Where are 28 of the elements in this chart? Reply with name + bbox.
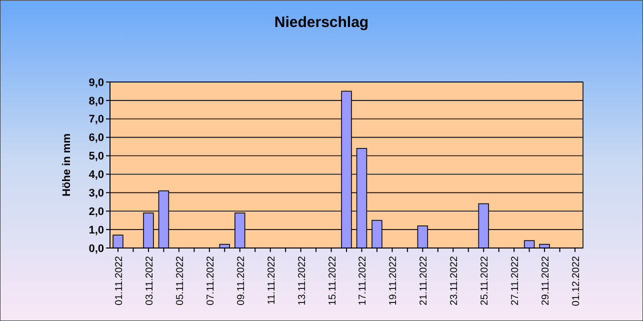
y-tick-label: 5,0	[88, 150, 104, 163]
x-tick-label: 29.11.2022	[540, 256, 552, 306]
x-tick-label: 13.11.2022	[296, 256, 308, 306]
y-tick-label: 8,0	[88, 95, 104, 108]
x-tick-label: 01.11.2022	[114, 256, 125, 306]
x-tick-label: 07.11.2022	[205, 256, 216, 306]
y-tick-label: 2,0	[88, 206, 104, 218]
chart-title: Niederschlag	[274, 14, 369, 31]
y-tick-label: 0,0	[88, 242, 104, 255]
x-tick-label: 15.11.2022	[327, 256, 338, 306]
x-tick-label: 17.11.2022	[358, 256, 369, 306]
x-tick-label: 25.11.2022	[480, 256, 491, 306]
y-axis-title: Höhe in mm	[61, 133, 73, 196]
x-tick-label: 03.11.2022	[144, 256, 156, 306]
x-tick-label: 01.12.2022	[571, 256, 582, 306]
y-tick-label: 4,0	[88, 169, 104, 182]
x-tick-label: 21.11.2022	[418, 256, 430, 306]
y-tick-label: 3,0	[88, 188, 104, 200]
x-tick-label: 23.11.2022	[449, 256, 460, 306]
y-tick-label: 9,0	[88, 76, 104, 89]
x-tick-label: 27.11.2022	[510, 256, 522, 306]
y-tick-label: 6,0	[88, 132, 104, 144]
y-tick-label: 7,0	[88, 114, 104, 126]
x-tick-label: 05.11.2022	[174, 256, 186, 306]
x-tick-label: 19.11.2022	[388, 256, 400, 306]
y-tick-label: 1,0	[88, 224, 104, 236]
x-tick-label: 09.11.2022	[236, 256, 247, 306]
x-tick-label: 11.11.2022	[266, 256, 278, 305]
